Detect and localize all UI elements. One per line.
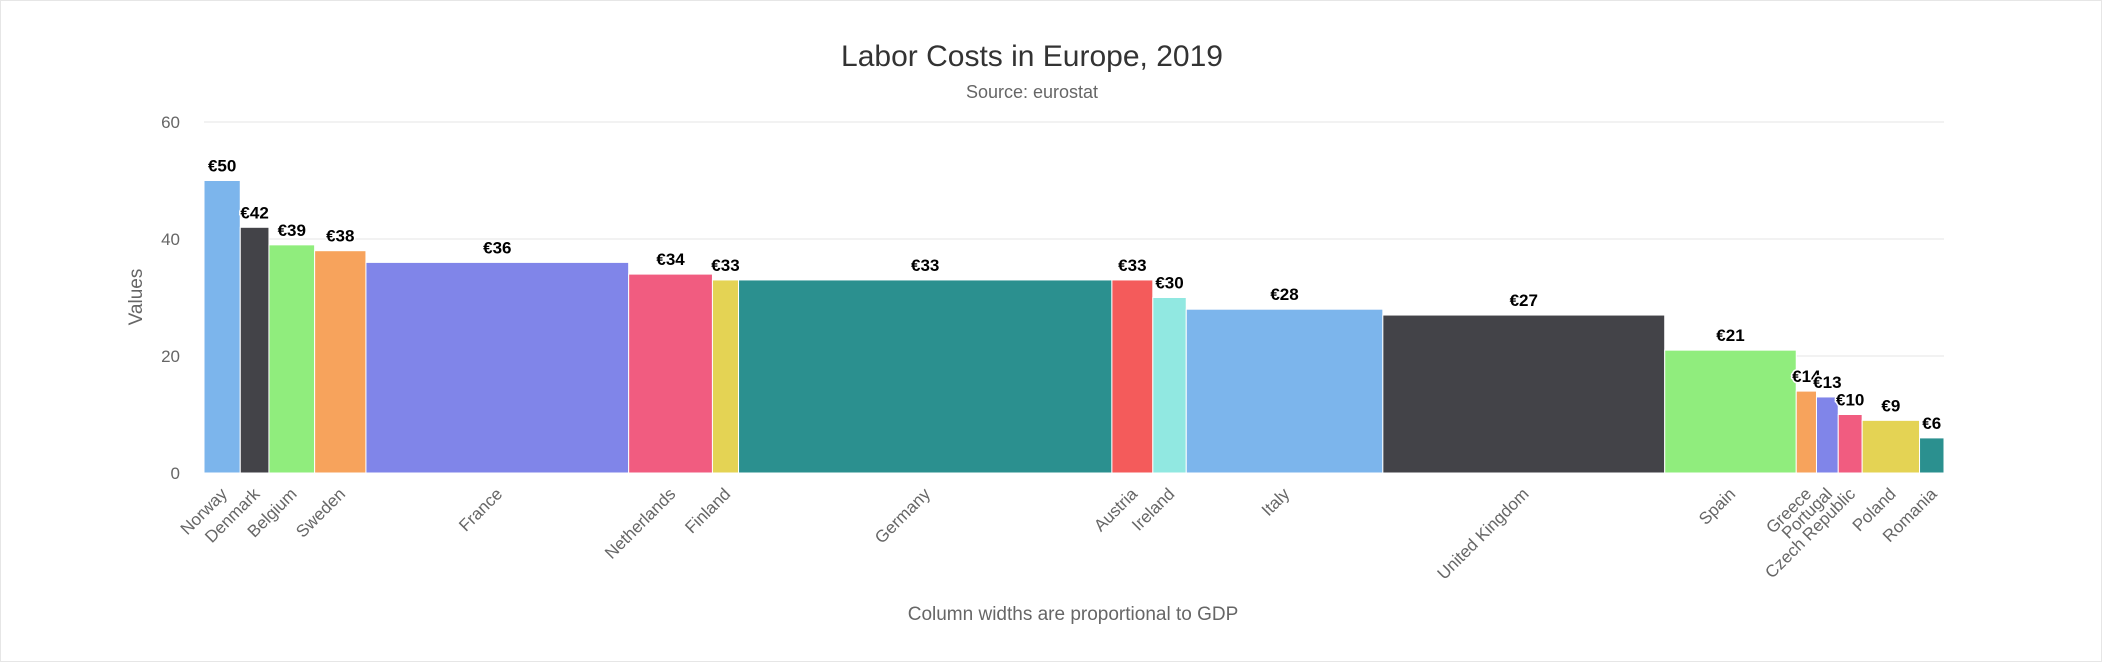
data-label: €33 <box>911 256 939 275</box>
x-category-label: Netherlands <box>601 484 679 562</box>
data-label: €33 <box>1118 256 1146 275</box>
x-category-label: Italy <box>1258 484 1294 520</box>
x-category-label: United Kingdom <box>1434 484 1533 583</box>
bar-poland[interactable] <box>1861 419 1921 474</box>
y-axis-title: Values <box>126 269 147 326</box>
bar-united-kingdom[interactable] <box>1382 314 1666 474</box>
data-label: €36 <box>483 238 511 257</box>
bar-belgium[interactable] <box>268 244 316 474</box>
x-category-label: Spain <box>1695 484 1739 528</box>
x-category-label: France <box>455 484 506 535</box>
y-tick-label: 0 <box>171 464 180 483</box>
y-tick-label: 20 <box>161 347 180 366</box>
data-label: €21 <box>1716 326 1744 345</box>
data-label: €10 <box>1836 391 1864 410</box>
data-label: €13 <box>1813 373 1841 392</box>
data-label: €33 <box>711 256 739 275</box>
data-label: €6 <box>1922 414 1941 433</box>
chart-title: Labor Costs in Europe, 2019 <box>841 40 1223 73</box>
data-label: €14 <box>1792 367 1821 386</box>
bar-portugal[interactable] <box>1815 396 1839 474</box>
bar-finland[interactable] <box>711 279 740 474</box>
y-tick-label: 60 <box>161 113 180 132</box>
bar-netherlands[interactable] <box>628 273 713 474</box>
bar-austria[interactable] <box>1111 279 1154 474</box>
bar-romania[interactable] <box>1919 437 1945 474</box>
data-label: €30 <box>1155 274 1183 293</box>
x-axis-title: Column widths are proportional to GDP <box>908 604 1239 625</box>
x-category-label: Germany <box>871 484 934 547</box>
bar-germany[interactable] <box>738 279 1113 474</box>
data-label: €27 <box>1510 291 1538 310</box>
x-category-label: Finland <box>681 484 734 537</box>
data-label: €28 <box>1270 285 1298 304</box>
bar-norway[interactable] <box>203 180 241 474</box>
x-category-label: Sweden <box>292 484 349 541</box>
bar-greece[interactable] <box>1795 390 1817 474</box>
y-tick-label: 40 <box>161 230 180 249</box>
x-category-label: Ireland <box>1128 484 1178 534</box>
bar-sweden[interactable] <box>314 250 367 474</box>
bar-czech-republic[interactable] <box>1837 414 1863 474</box>
bar-italy[interactable] <box>1185 308 1384 474</box>
bar-ireland[interactable] <box>1152 297 1187 474</box>
chart-subtitle: Source: eurostat <box>966 82 1098 102</box>
data-labels: €50 €42 €39 €38 €36 €34 €33 €33 €33 €30 €28 €27 €21 €… <box>206 155 1942 434</box>
data-label: €50 <box>208 157 236 176</box>
data-label: €39 <box>278 221 306 240</box>
data-label: €38 <box>326 227 354 246</box>
data-label: €34 <box>656 250 685 269</box>
data-label: €42 <box>240 203 268 222</box>
bar-spain[interactable] <box>1664 349 1797 474</box>
data-label: €9 <box>1881 396 1900 415</box>
bar-france[interactable] <box>365 261 630 474</box>
bar-denmark[interactable] <box>239 226 270 474</box>
bars <box>203 180 1945 474</box>
y-axis-ticks: 0 20 40 60 <box>161 113 180 483</box>
